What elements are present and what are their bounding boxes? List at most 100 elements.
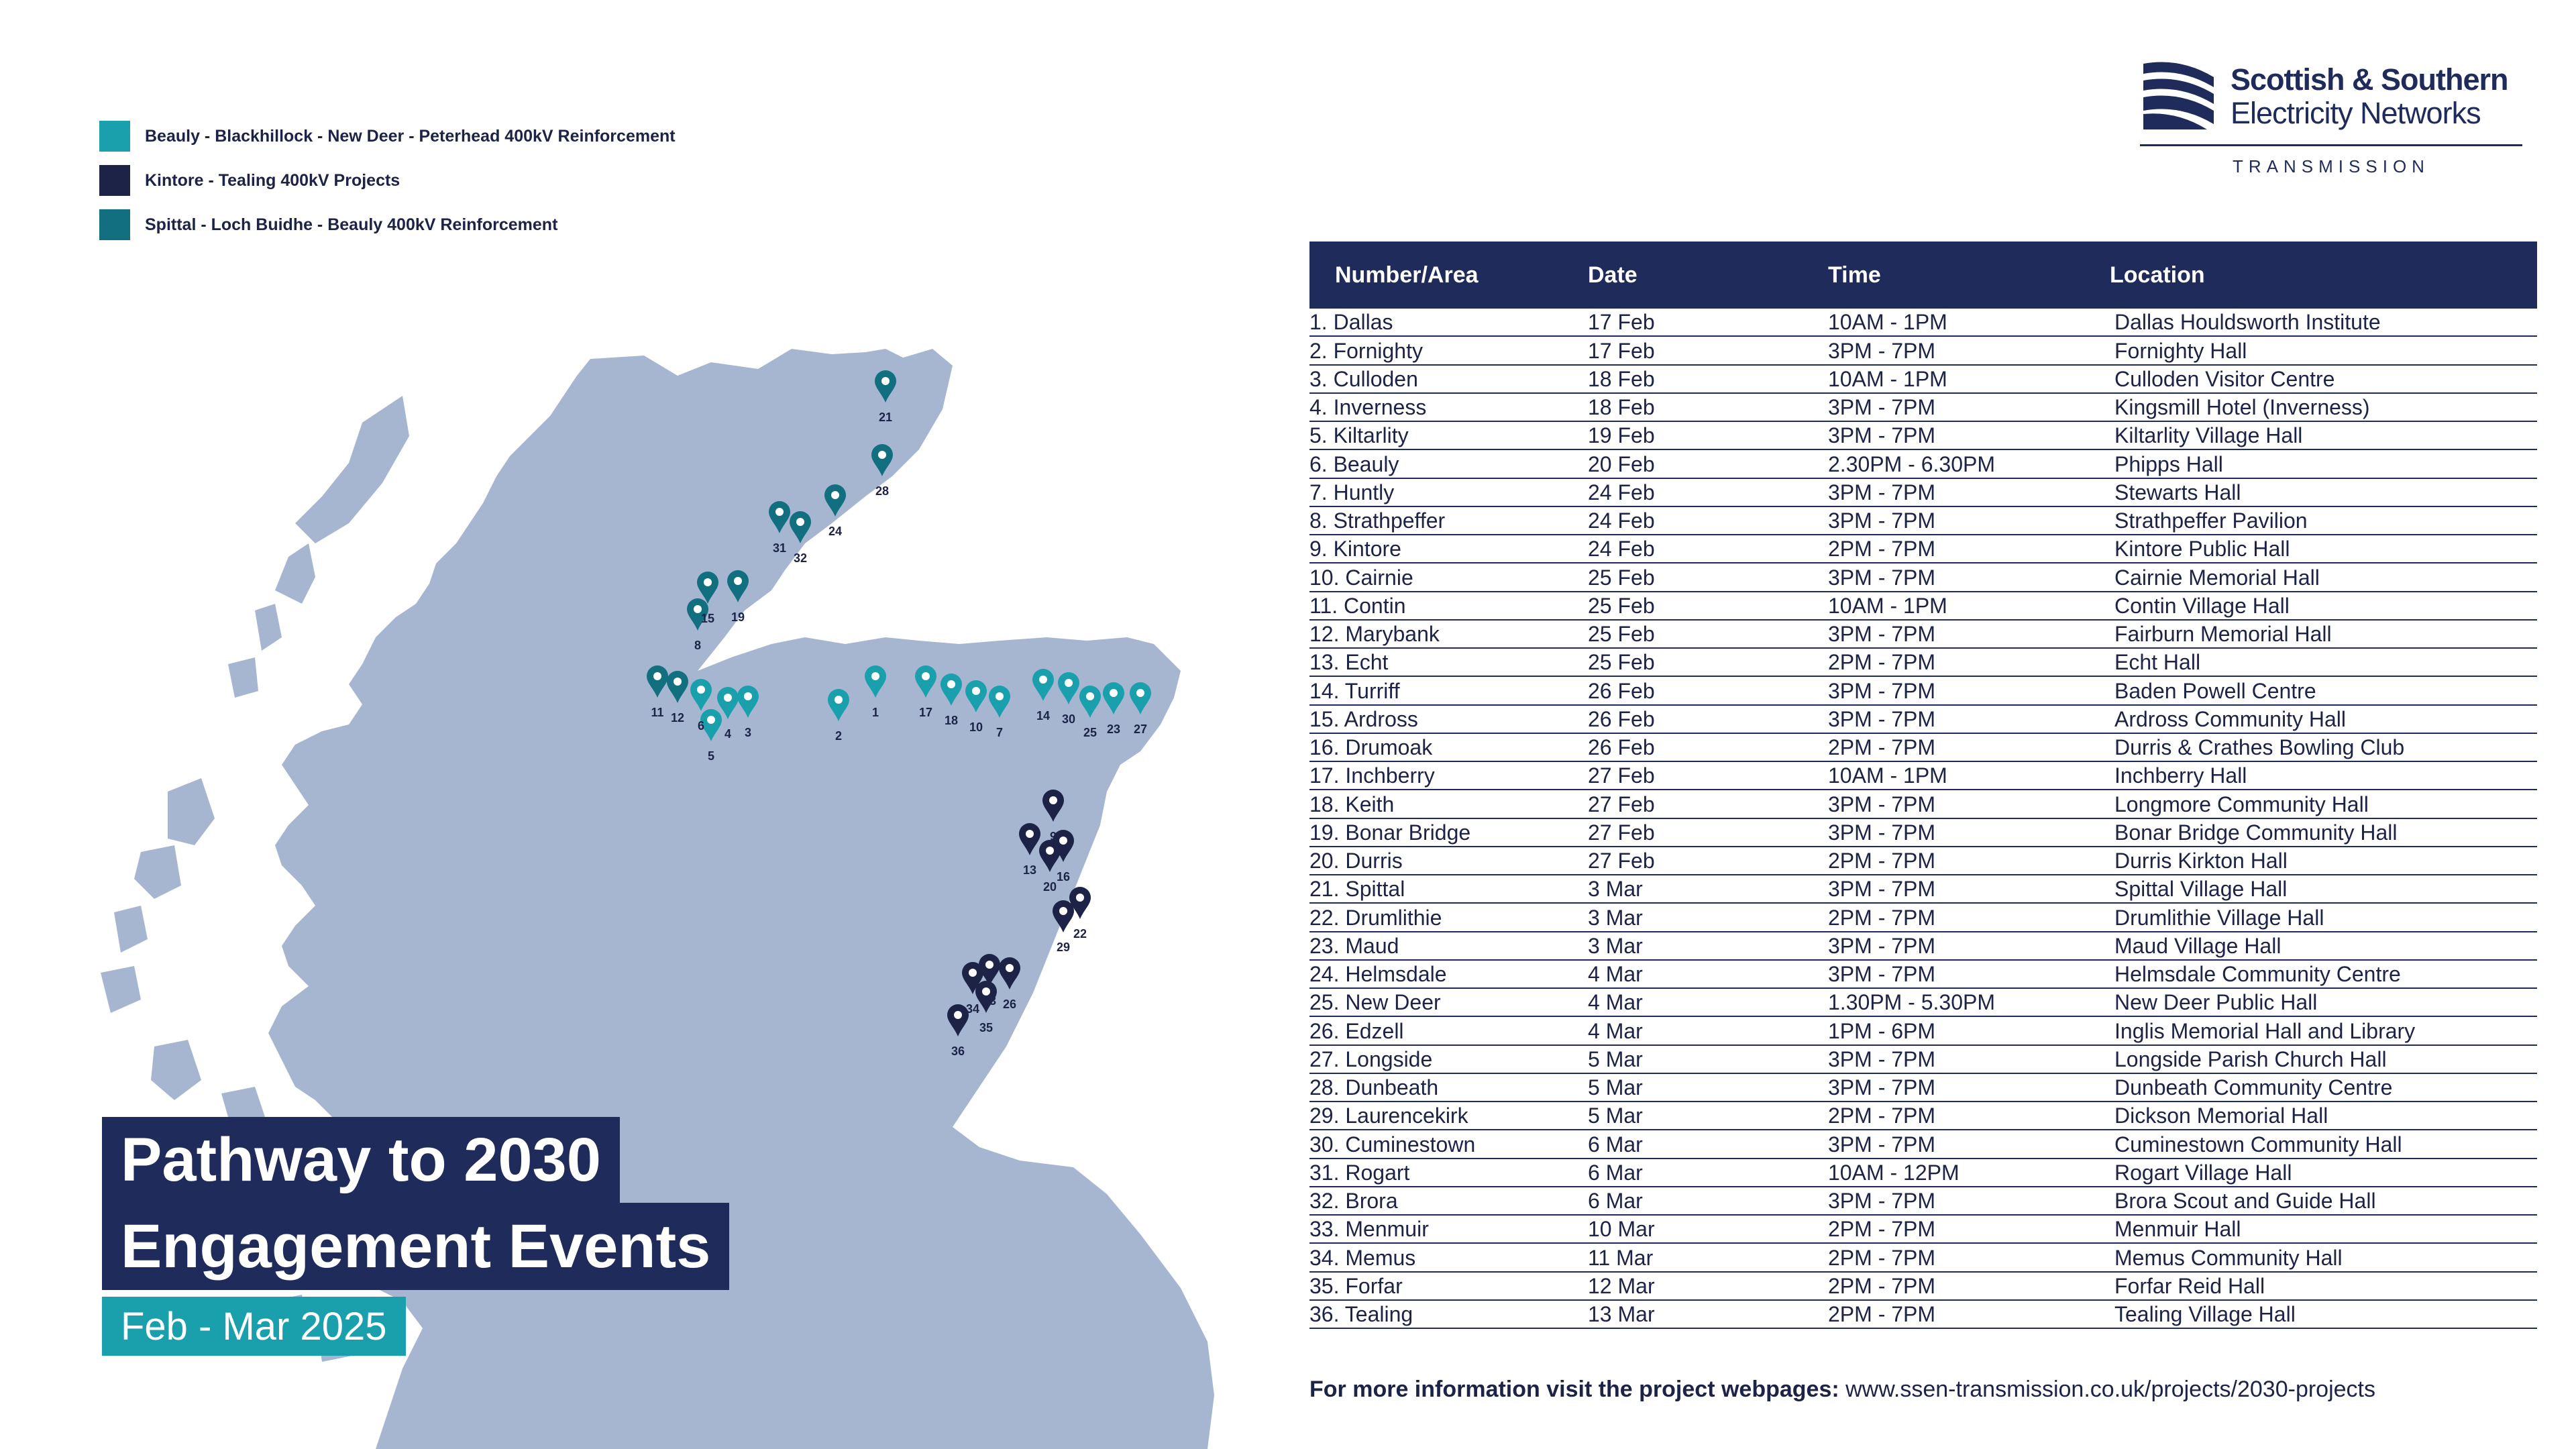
map-pin-icon [690,679,712,711]
table-cell: 3 Mar [1588,905,1643,930]
table-cell: 25 Feb [1588,622,1655,646]
map-pin-dot [697,686,705,694]
map-marker-label: 14 [1036,709,1050,722]
map-marker-label: 13 [1023,863,1036,877]
table-cell: 31. Rogart [1309,1160,1410,1185]
table-cell: 2. Fornighty [1309,338,1423,363]
table-cell: 19. Bonar Bridge [1309,820,1471,845]
table-cell: 19 Feb [1588,423,1655,448]
table-cell: 1. Dallas [1309,310,1393,335]
table-cell: Dickson Memorial Hall [2114,1104,2328,1128]
table-row: 26. Edzell 4 Mar 1PM - 6PM Inglis Memorial … [1309,1017,2537,1046]
footer-label: For more information visit the project w… [1309,1377,1839,1402]
table-cell: 3PM - 7PM [1828,678,1936,703]
map-pin-dot [1049,796,1057,804]
table-row: 21. Spittal 3 Mar 3PM - 7PM Spittal Village… [1309,875,2537,904]
map-pin-dot [1026,830,1034,838]
table-cell: 2PM - 7PM [1828,650,1936,675]
map-pin-dot [1076,894,1084,902]
map-pin-dot [972,687,980,695]
legend-swatch [99,121,130,152]
table-cell: 2.30PM - 6.30PM [1828,451,1995,476]
table-cell: 3PM - 7PM [1828,1132,1936,1157]
table-cell: Inchberry Hall [2114,763,2247,788]
map-pin-dot [674,678,682,686]
table-row: 15. Ardross 26 Feb 3PM - 7PM Ardross Commun… [1309,706,2537,734]
table-row: 36. Tealing 13 Mar 2PM - 7PM Tealing Villag… [1309,1301,2537,1329]
map-pin-icon [947,1004,969,1036]
map-pin-dot [1006,964,1014,972]
footer-link[interactable]: www.ssen-transmission.co.uk/projects/203… [1845,1377,2375,1402]
map-pin-icon [871,444,893,476]
table-cell: 27 Feb [1588,849,1655,873]
map-pin-icon [687,598,708,631]
table-row: 8. Strathpeffer 24 Feb 3PM - 7PM Strathpeff… [1309,507,2537,535]
table-cell: Kintore Public Hall [2114,537,2290,561]
table-row: 2. Fornighty 17 Feb 3PM - 7PM Fornighty Hal… [1309,337,2537,366]
table-cell: Fornighty Hall [2114,338,2247,363]
table-cell: 26 Feb [1588,735,1655,759]
map-pin-icon [1103,682,1124,714]
table-cell: 2PM - 7PM [1828,1302,1936,1326]
table-body: 1. Dallas 17 Feb 10AM - 1PM Dallas Houldswo… [1309,309,2537,1329]
table-cell: 17. Inchberry [1309,763,1435,788]
map-pin-dot [982,987,990,996]
map-pin-dot [1110,689,1118,697]
map-marker-label: 8 [694,639,701,652]
map-pin-dot [996,692,1004,700]
ssen-wave-icon [2143,62,2214,129]
table-row: 23. Maud 3 Mar 3PM - 7PM Maud Village Hall [1309,932,2537,961]
table-cell: 3PM - 7PM [1828,792,1936,816]
table-cell: Tealing Village Hall [2114,1302,2296,1326]
map-marker-label: 23 [1107,722,1120,736]
map-pin-icon [667,671,688,703]
table-row: 24. Helmsdale 4 Mar 3PM - 7PM Helmsdale Com… [1309,961,2537,989]
map-marker-label: 27 [1134,722,1147,736]
table-row: 7. Huntly 24 Feb 3PM - 7PM Stewarts Hall [1309,479,2537,507]
table-cell: Durris & Crathes Bowling Club [2114,735,2405,759]
table-cell: 24 Feb [1588,480,1655,504]
table-row: 20. Durris 27 Feb 2PM - 7PM Durris Kirkton … [1309,847,2537,875]
table-cell: Kingsmill Hotel (Inverness) [2114,395,2370,419]
map-marker-label: 20 [1043,880,1057,894]
table-cell: Bonar Bridge Community Hall [2114,820,2398,845]
table-cell: 3PM - 7PM [1828,1075,1936,1099]
map-marker-label: 29 [1057,941,1070,954]
table-cell: 3PM - 7PM [1828,423,1936,448]
table-row: 6. Beauly 20 Feb 2.30PM - 6.30PM Phipps Hal… [1309,450,2537,479]
table-cell: Fairburn Memorial Hall [2114,622,2332,646]
table-cell: 4 Mar [1588,990,1643,1015]
table-cell: 2PM - 7PM [1828,1273,1936,1298]
table-cell: 27 Feb [1588,820,1655,845]
table-cell: Brora Scout and Guide Hall [2114,1189,2376,1213]
table-cell: 18 Feb [1588,366,1655,391]
table-cell: 10AM - 1PM [1828,593,1947,618]
table-cell: 20 Feb [1588,451,1655,476]
table-cell: 10 Mar [1588,1217,1655,1242]
table-cell: 10. Cairnie [1309,565,1413,590]
table-cell: 24 Feb [1588,537,1655,561]
map-pin-dot [744,692,752,700]
table-cell: 6. Beauly [1309,451,1399,476]
footer: For more information visit the project w… [1309,1377,2375,1403]
table-cell: 2PM - 7PM [1828,537,1936,561]
map-pin-icon [1079,686,1101,718]
map-marker-label: 1 [872,706,879,719]
map-marker-label: 19 [731,610,745,624]
logo-divider [2140,144,2522,146]
map-pin-icon [941,674,962,706]
map-marker-label: 18 [945,714,958,727]
table-cell: 10AM - 1PM [1828,310,1947,335]
table-row: 34. Memus 11 Mar 2PM - 7PM Memus Community … [1309,1244,2537,1273]
map-pin-icon [697,572,718,604]
table-cell: 6 Mar [1588,1132,1643,1157]
map-marker-label: 31 [773,541,786,555]
table-cell: 3PM - 7PM [1828,1189,1936,1213]
events-table: Number/Area Date Time Location 1. Dallas… [1309,241,2537,1329]
table-cell: Phipps Hall [2114,451,2223,476]
table-row: 16. Drumoak 26 Feb 2PM - 7PM Durris & Crath… [1309,734,2537,762]
map-pin-dot [653,672,661,680]
table-cell: 3. Culloden [1309,366,1418,391]
table-cell: Baden Powell Centre [2114,678,2316,703]
map-pin-icon [979,954,1000,986]
